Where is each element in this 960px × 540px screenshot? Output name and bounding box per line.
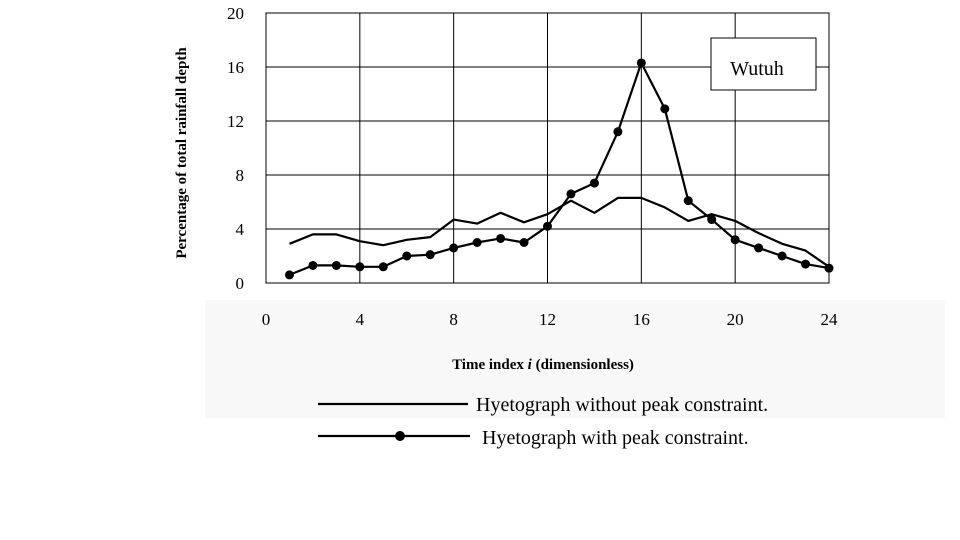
data-point xyxy=(777,251,787,261)
data-point xyxy=(402,251,412,261)
legend-marker-with-peak xyxy=(395,431,405,441)
data-point xyxy=(707,215,717,225)
data-point xyxy=(472,238,482,247)
x-axis-title-variable: i xyxy=(528,357,533,373)
data-point xyxy=(660,104,670,114)
x-tick-label: 20 xyxy=(727,310,744,329)
legend-label-with-peak: Hyetograph with peak constraint. xyxy=(482,427,749,449)
data-point xyxy=(355,262,365,272)
data-point xyxy=(496,233,506,243)
data-point xyxy=(331,260,341,270)
data-point xyxy=(730,235,740,245)
plot-frame xyxy=(265,12,830,284)
y-tick-label: 4 xyxy=(236,220,245,239)
data-point xyxy=(308,260,318,270)
legend-label-without-peak: Hyetograph without peak constraint. xyxy=(476,394,768,416)
series-1 xyxy=(289,196,830,268)
x-axis-title-suffix: (dimensionless) xyxy=(532,357,634,373)
data-point xyxy=(824,263,834,273)
x-tick-label: 12 xyxy=(539,310,556,329)
data-point xyxy=(636,58,646,68)
annotation-box: Wutuh xyxy=(710,37,817,91)
data-point xyxy=(566,189,576,199)
annotation-label: Wutuh xyxy=(730,58,784,80)
data-point xyxy=(378,262,388,272)
data-point xyxy=(754,243,764,253)
data-point xyxy=(589,178,599,188)
x-tick-label: 24 xyxy=(821,310,839,329)
y-axis-ticks: 0 4 8 12 16 20 xyxy=(227,4,245,293)
x-axis-ticks: 0 4 8 12 16 20 24 xyxy=(262,310,838,329)
data-point xyxy=(683,196,693,206)
y-tick-label: 0 xyxy=(236,274,245,293)
x-tick-label: 16 xyxy=(633,310,650,329)
series-layer xyxy=(284,58,834,280)
y-axis-title: Percentage of total rainfall depth xyxy=(174,47,190,259)
data-point xyxy=(284,270,294,280)
series-line xyxy=(289,196,830,268)
legend-item-without-peak: Hyetograph without peak constraint. xyxy=(318,394,768,416)
legend-item-with-peak: Hyetograph with peak constraint. xyxy=(318,427,749,449)
y-tick-label: 16 xyxy=(227,58,244,77)
data-point xyxy=(543,221,552,231)
y-tick-label: 12 xyxy=(227,112,244,131)
plot-area-shading xyxy=(205,300,945,418)
data-point xyxy=(425,250,435,260)
x-tick-label: 8 xyxy=(449,310,458,329)
y-tick-label: 8 xyxy=(236,166,245,185)
x-tick-label: 4 xyxy=(356,310,365,329)
x-axis-title-prefix: Time index xyxy=(452,357,528,373)
legend: Hyetograph without peak constraint. Hyet… xyxy=(318,394,768,449)
data-point xyxy=(801,259,811,269)
x-tick-label: 0 xyxy=(262,310,271,329)
x-axis-title: Time index i (dimensionless) xyxy=(452,357,634,373)
y-tick-label: 20 xyxy=(227,4,244,23)
data-point xyxy=(613,127,623,137)
data-point xyxy=(449,243,459,253)
series-2 xyxy=(284,58,834,280)
data-point xyxy=(519,238,529,247)
